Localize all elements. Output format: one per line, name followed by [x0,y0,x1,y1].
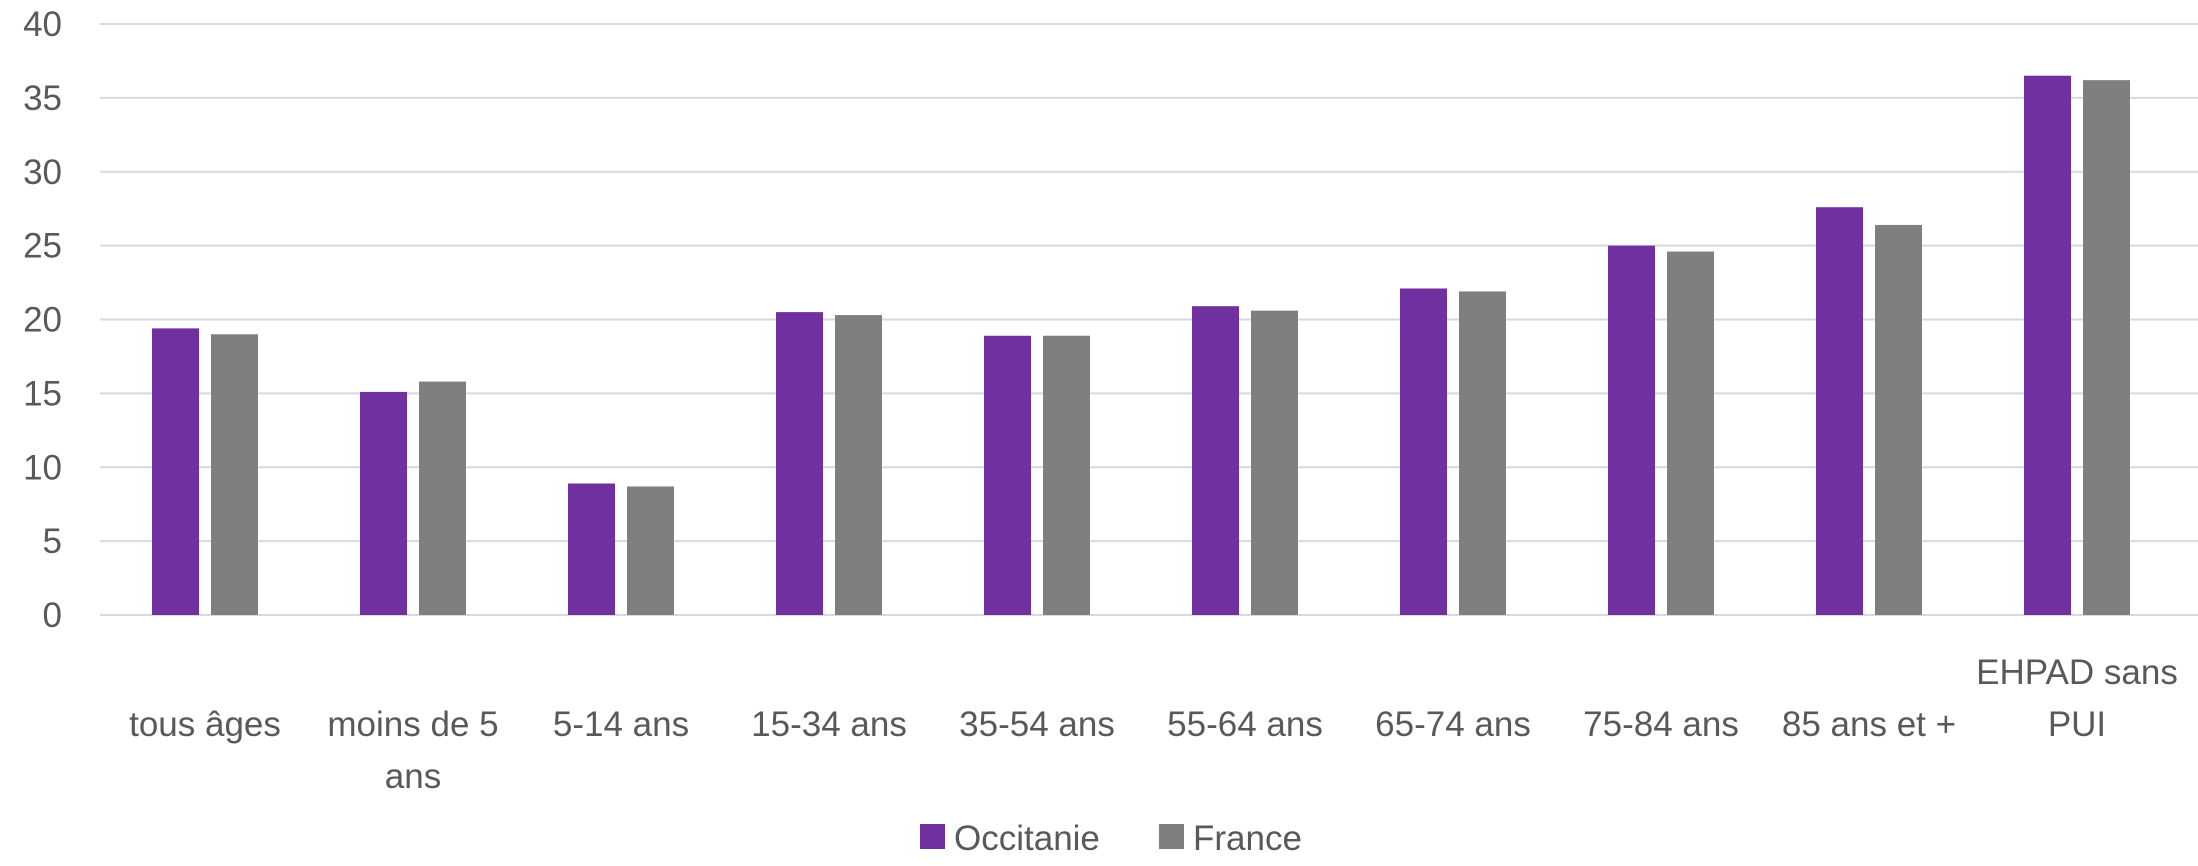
x-category-label: 5-14 ans [553,705,689,744]
legend-swatch-france [1159,824,1184,849]
x-category-label: tous âges [129,705,281,744]
bar-france-2 [627,486,674,615]
y-tick-label: 35 [23,79,62,118]
bar-occitanie-1 [360,391,407,615]
x-category-label: 35-54 ans [959,705,1115,744]
y-tick-label: 10 [23,448,62,487]
bar-occitanie-0 [152,328,199,615]
bar-france-0 [211,334,258,615]
y-tick-label: 30 [23,153,62,192]
x-category-label: 85 ans et + [1782,705,1956,744]
y-tick-label: 0 [43,596,62,635]
bar-occitanie-9 [2024,75,2071,615]
x-category-label: ans [385,757,441,796]
x-category-label: EHPAD sans [1976,653,2178,692]
y-tick-label: 25 [23,227,62,266]
bar-occitanie-6 [1400,288,1447,615]
legend: Occitanie France [920,819,1302,858]
bar-france-6 [1459,291,1506,615]
x-category-label: 15-34 ans [751,705,907,744]
x-category-label: 75-84 ans [1583,705,1739,744]
bar-france-4 [1043,335,1090,615]
x-category-label: 65-74 ans [1375,705,1531,744]
legend-label-occitanie: Occitanie [954,819,1100,858]
y-axis-tick-labels: 0 5 10 15 20 25 30 35 40 [23,5,62,635]
x-axis-category-labels: tous âges moins de 5 ans 5-14 ans 15-34 ans 3… [129,653,2178,796]
legend-label-france: France [1193,819,1302,858]
x-category-label: PUI [2048,705,2106,744]
bars [152,75,2130,615]
x-category-label: moins de 5 [327,705,498,744]
bar-france-8 [1875,224,1922,615]
bar-occitanie-3 [776,312,823,615]
y-tick-label: 20 [23,301,62,340]
bar-france-3 [835,315,882,615]
bar-france-9 [2083,80,2130,615]
y-tick-label: 40 [23,5,62,44]
y-tick-label: 5 [43,522,62,561]
bar-france-1 [419,381,466,615]
legend-swatch-occitanie [920,824,945,849]
bar-occitanie-8 [1816,207,1863,615]
bar-occitanie-4 [984,335,1031,615]
bar-france-5 [1251,310,1298,615]
y-tick-label: 15 [23,374,62,413]
x-category-label: 55-64 ans [1167,705,1323,744]
bar-france-7 [1667,251,1714,615]
bar-occitanie-2 [568,483,615,615]
bar-occitanie-5 [1192,306,1239,615]
bar-occitanie-7 [1608,245,1655,615]
